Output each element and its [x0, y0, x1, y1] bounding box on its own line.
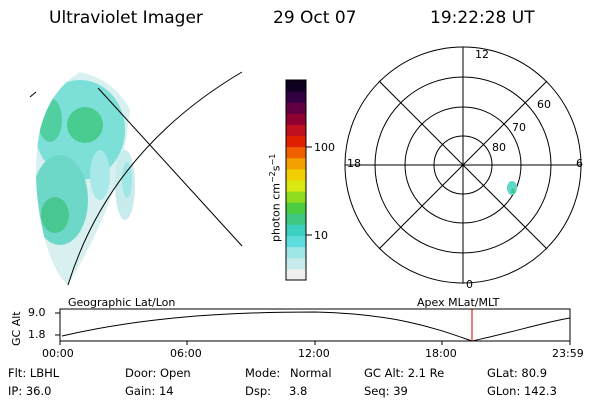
mode-label: Mode: — [245, 366, 281, 380]
seq-info: Seq: 39 — [364, 384, 408, 398]
altitude-curve — [61, 311, 571, 342]
gc-alt-axis-label: GC Alt — [10, 311, 23, 346]
gain-info: Gain: 14 — [125, 384, 174, 398]
polar-mlt-18: 18 — [347, 157, 361, 170]
geo-grid-diagonal — [97, 87, 243, 247]
color-bar-label-100: 100 — [314, 141, 335, 154]
color-bar-segment — [286, 257, 306, 270]
glat-info: GLat: 80.9 — [487, 366, 548, 380]
color-bar-segment — [286, 213, 306, 225]
color-bar-segment — [286, 113, 306, 125]
instrument-title: Ultraviolet Imager — [49, 8, 203, 28]
geo-grid-tick — [29, 91, 37, 98]
color-bar — [286, 80, 306, 281]
time-label: 19:22:28 UT — [430, 8, 535, 28]
color-bar-segment — [286, 124, 306, 137]
ip-info: IP: 36.0 — [8, 384, 52, 398]
color-bar-segment — [286, 157, 306, 170]
color-bar-segment — [286, 268, 306, 281]
geographic-caption: Geographic Lat/Lon — [68, 296, 176, 309]
color-bar-segment — [286, 168, 306, 181]
color-bar-segment — [286, 191, 306, 203]
color-bar-segment — [286, 135, 306, 148]
color-bar-segment — [286, 224, 306, 237]
polar-diag-2 — [378, 80, 548, 250]
alt-tick-1-8: 1.8 — [28, 328, 46, 341]
color-bar-label-10: 10 — [314, 229, 328, 242]
door-info: Door: Open — [125, 366, 191, 380]
polar-mlt-6: 6 — [576, 157, 583, 170]
polar-lat-60: 60 — [537, 98, 551, 111]
alt-tick-9: 9.0 — [28, 306, 46, 319]
polar-lat-80: 80 — [492, 141, 506, 154]
color-bar-segment — [286, 102, 306, 114]
polar-plot — [344, 46, 582, 284]
uv-image-right-strip — [115, 150, 135, 220]
color-bar-segment — [286, 91, 306, 103]
color-bar-frame — [285, 79, 307, 281]
color-bar-segment — [286, 180, 306, 192]
geo-grid-arc — [67, 71, 243, 286]
polar-mlt-0: 0 — [466, 278, 473, 291]
time-tick-0000: 00:00 — [42, 347, 74, 360]
gc-alt-info: GC Alt: 2.1 Re — [364, 366, 445, 380]
dsp-value: 3.8 — [289, 384, 308, 398]
altitude-x-ticks — [59, 341, 571, 345]
color-bar-segment — [286, 146, 306, 159]
time-tick-1200: 12:00 — [298, 347, 330, 360]
color-bar-segment — [286, 246, 306, 259]
color-bar-segment — [286, 202, 306, 214]
date-label: 29 Oct 07 — [273, 8, 357, 28]
apex-caption: Apex MLat/MLT — [417, 296, 500, 309]
polar-mlt-12: 12 — [475, 48, 489, 61]
mode-value: Normal — [290, 366, 332, 380]
filter-info: Flt: LBHL — [8, 366, 60, 380]
time-tick-1800: 18:00 — [425, 347, 457, 360]
time-tick-2359: 23:59 — [552, 347, 584, 360]
color-bar-segment — [286, 235, 306, 248]
polar-lat-70: 70 — [512, 121, 526, 134]
color-bar-unit-label: photon cm−2s−1 — [268, 153, 283, 242]
color-bar-segment — [286, 80, 306, 92]
dsp-label: Dsp: — [245, 384, 272, 398]
time-tick-0600: 06:00 — [170, 347, 202, 360]
glon-info: GLon: 142.3 — [487, 384, 557, 398]
